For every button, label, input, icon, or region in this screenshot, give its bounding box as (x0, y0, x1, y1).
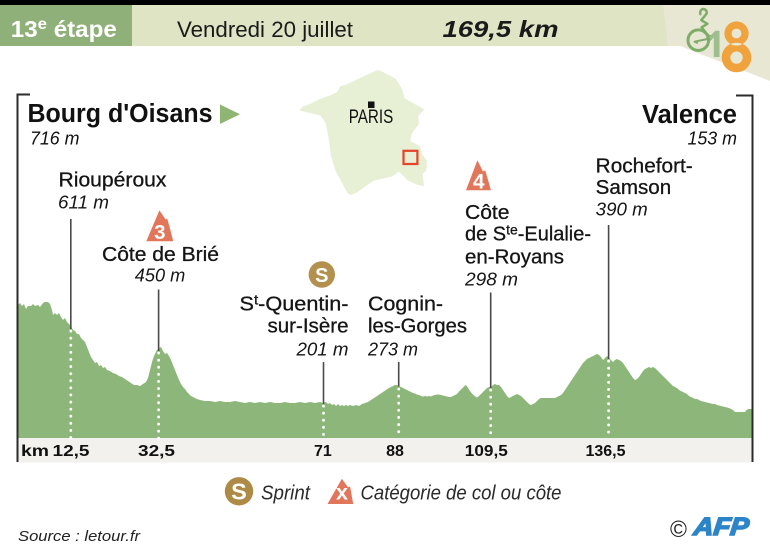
svg-text:en-Royans: en-Royans (465, 247, 564, 269)
svg-text:298 m: 298 m (464, 270, 518, 290)
svg-text:Vendredi 20 juillet: Vendredi 20 juillet (177, 17, 353, 42)
svg-text:©: © (670, 516, 687, 542)
svg-text:12,5: 12,5 (53, 443, 90, 460)
svg-text:S: S (231, 478, 247, 504)
svg-text:Samson: Samson (596, 177, 672, 199)
svg-text:Valence: Valence (642, 101, 737, 129)
svg-text:Côte: Côte (465, 202, 510, 224)
svg-text:4: 4 (473, 171, 485, 194)
svg-text:Source : letour.fr: Source : letour.fr (18, 528, 141, 545)
svg-text:273 m: 273 m (367, 340, 418, 360)
svg-text:716 m: 716 m (30, 129, 80, 149)
svg-text:de Ste-Eulalie-: de Ste-Eulalie- (465, 222, 591, 246)
svg-text:x: x (336, 481, 348, 505)
svg-text:Bourg d'Oisans: Bourg d'Oisans (28, 100, 213, 128)
svg-text:sur-Isère: sur-Isère (268, 315, 349, 337)
svg-text:les-Gorges: les-Gorges (368, 315, 467, 337)
svg-text:Rochefort-: Rochefort- (596, 156, 693, 178)
svg-text:136,5: 136,5 (586, 443, 626, 460)
svg-text:32,5: 32,5 (138, 443, 175, 460)
svg-text:201 m: 201 m (295, 340, 348, 360)
svg-text:450 m: 450 m (135, 266, 186, 286)
svg-text:S: S (315, 265, 328, 287)
svg-text:169,5 km: 169,5 km (443, 16, 559, 42)
svg-text:109,5: 109,5 (465, 443, 508, 460)
svg-text:390 m: 390 m (596, 200, 648, 220)
svg-text:St-Quentin-: St-Quentin- (240, 292, 349, 316)
svg-text:153 m: 153 m (688, 129, 738, 149)
svg-text:88: 88 (386, 443, 404, 460)
svg-text:Cognin-: Cognin- (368, 294, 443, 316)
svg-text:Catégorie de col ou côte: Catégorie de col ou côte (361, 482, 562, 505)
svg-text:71: 71 (314, 443, 332, 460)
svg-text:611 m: 611 m (58, 193, 109, 213)
svg-text:PARIS: PARIS (349, 107, 394, 128)
svg-text:13e étape: 13e étape (11, 16, 117, 42)
svg-text:Rioupéroux: Rioupéroux (59, 170, 167, 192)
svg-text:AFP: AFP (691, 513, 750, 541)
svg-text:Côte de Brié: Côte de Brié (102, 244, 219, 266)
svg-text:km: km (21, 443, 49, 460)
svg-text:Sprint: Sprint (261, 482, 311, 505)
svg-text:3: 3 (154, 221, 165, 244)
